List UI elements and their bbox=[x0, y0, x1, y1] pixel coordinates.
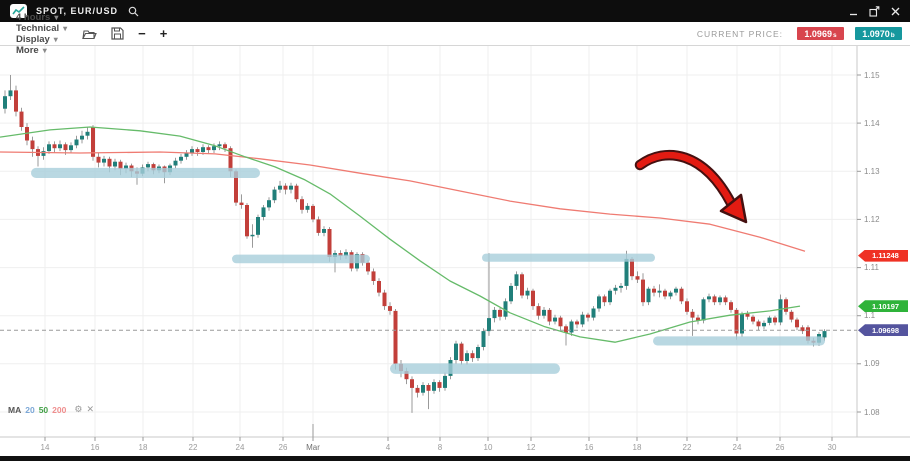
chevron-down-icon: ▾ bbox=[54, 12, 59, 22]
open-folder-icon[interactable] bbox=[82, 28, 97, 40]
minimize-button[interactable] bbox=[849, 7, 858, 16]
ma-legend-label: MA bbox=[8, 404, 22, 415]
ma-remove-icon[interactable]: ✕ bbox=[86, 404, 94, 414]
close-button[interactable] bbox=[891, 7, 900, 16]
save-icon[interactable] bbox=[111, 27, 124, 40]
sr-zone-3 bbox=[390, 363, 560, 374]
chart-canvas[interactable] bbox=[0, 46, 910, 456]
ma-200-line bbox=[0, 151, 806, 252]
dropdown-technical[interactable]: Technical ▾ bbox=[16, 22, 68, 34]
buy-price-value: 1.0970 bbox=[862, 28, 890, 39]
sr-zone-2 bbox=[232, 254, 370, 264]
sell-price-suffix: s bbox=[832, 31, 837, 39]
chevron-down-icon: ▾ bbox=[63, 23, 68, 33]
toolbar-dropdowns: 4 hours ▾ Technical ▾ Display ▾ More ▾ bbox=[8, 12, 75, 56]
sr-zone-5 bbox=[653, 336, 825, 346]
zoom-out-button[interactable]: − bbox=[138, 26, 146, 41]
search-icon[interactable] bbox=[128, 6, 139, 17]
down-arrow-annotation bbox=[636, 151, 735, 207]
ma-legend: MA 20 50 200 ⚙ ✕ bbox=[8, 404, 94, 415]
current-price-label: CURRENT PRICE: bbox=[696, 28, 783, 39]
title-bar: SPOT, EUR/USD bbox=[0, 0, 910, 22]
candlesticks bbox=[3, 75, 827, 413]
arrow-head bbox=[719, 193, 748, 224]
ma-period-200: 200 bbox=[52, 404, 67, 415]
window-controls bbox=[849, 5, 900, 17]
chevron-down-icon: ▾ bbox=[42, 45, 47, 55]
ma-period-50: 50 bbox=[38, 404, 49, 415]
ma-50-line bbox=[0, 126, 801, 343]
sell-price-badge[interactable]: 1.0969 s bbox=[797, 27, 844, 40]
window-bottom-edge bbox=[0, 456, 910, 461]
sr-zone-4 bbox=[482, 253, 655, 262]
sr-zone-1 bbox=[31, 167, 260, 178]
buy-price-badge[interactable]: 1.0970 b bbox=[855, 27, 902, 40]
chart-toolbar: 4 hours ▾ Technical ▾ Display ▾ More ▾ − + CURR… bbox=[0, 12, 910, 56]
dropdown-display[interactable]: Display ▾ bbox=[16, 33, 58, 45]
symbol-title: SPOT, EUR/USD bbox=[36, 6, 119, 16]
zoom-in-button[interactable]: + bbox=[159, 26, 168, 41]
ma-period-values: 20 50 200 bbox=[25, 405, 70, 415]
buy-price-suffix: b bbox=[890, 31, 895, 39]
ma-period-20: 20 bbox=[25, 404, 35, 415]
dropdown-more[interactable]: More ▾ bbox=[16, 44, 47, 56]
sell-price-value: 1.0969 bbox=[804, 28, 832, 39]
restore-button[interactable] bbox=[869, 5, 880, 17]
chevron-down-icon: ▾ bbox=[53, 34, 58, 44]
dropdown-4-hours[interactable]: 4 hours ▾ bbox=[16, 11, 59, 23]
app-logo-icon bbox=[10, 4, 27, 18]
current-price-group: CURRENT PRICE: 1.0969 s 1.0970 b bbox=[697, 27, 902, 40]
ma-settings-gear-icon[interactable]: ⚙ bbox=[74, 404, 83, 414]
